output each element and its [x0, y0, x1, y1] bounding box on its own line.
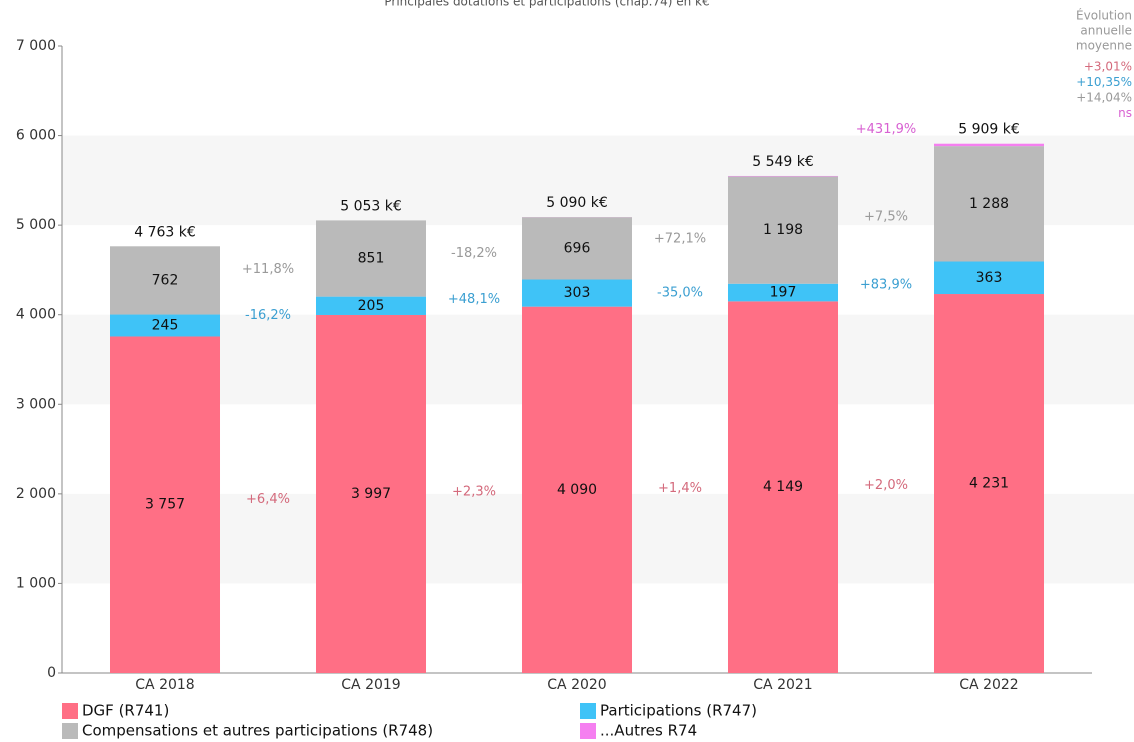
bar-segment	[933, 143, 1045, 147]
x-tick-label: CA 2018	[135, 677, 194, 693]
data-label: 696	[564, 240, 591, 256]
growth-label: +7,5%	[864, 209, 908, 224]
y-tick-label: 1 000	[16, 575, 56, 591]
bar-segment	[315, 220, 427, 297]
data-label: 3 997	[351, 486, 391, 502]
bar-segment	[521, 306, 633, 673]
average-growth: +3,01%	[1084, 60, 1132, 74]
chart-title: Principales dotations et participations …	[384, 0, 709, 9]
growth-label: -16,2%	[245, 308, 291, 323]
bar-segment	[315, 314, 427, 673]
bar-segment	[521, 217, 633, 280]
total-label: 4 763 k€	[134, 224, 196, 240]
bar-segment	[109, 246, 221, 315]
x-tick-label: CA 2022	[959, 677, 1018, 693]
data-label: 205	[358, 298, 385, 314]
growth-label: +2,3%	[452, 484, 496, 499]
data-label: 1 288	[969, 196, 1009, 212]
bar-segment	[933, 294, 1045, 673]
average-header: annuelle	[1080, 24, 1132, 38]
total-label: 5 549 k€	[752, 154, 814, 170]
growth-label: -35,0%	[657, 285, 703, 300]
growth-label: +431,9%	[856, 122, 916, 137]
x-tick-label: CA 2020	[547, 677, 606, 693]
legend-label: ...Autres R74	[600, 722, 697, 740]
legend-swatch	[62, 703, 78, 719]
average-growth: ns	[1118, 106, 1132, 120]
average-growth: +14,04%	[1076, 91, 1132, 105]
bar-segment	[727, 176, 839, 284]
data-label: 4 149	[763, 479, 803, 495]
growth-label: +2,0%	[864, 478, 908, 493]
y-tick-label: 4 000	[16, 307, 56, 323]
bar-segment	[315, 296, 427, 315]
data-label: 245	[152, 318, 179, 334]
bar-segment	[109, 314, 221, 337]
growth-label: +11,8%	[242, 262, 294, 277]
legend-swatch	[62, 723, 78, 739]
average-header: moyenne	[1076, 39, 1132, 53]
growth-label: +6,4%	[246, 492, 290, 507]
growth-label: +48,1%	[448, 292, 500, 307]
bar-segment	[109, 336, 221, 673]
growth-label: +72,1%	[654, 232, 706, 247]
y-tick-label: 2 000	[16, 486, 56, 502]
y-tick-label: 5 000	[16, 217, 56, 233]
data-label: 3 757	[145, 497, 185, 513]
bar-segment	[727, 283, 839, 302]
data-label: 1 198	[763, 222, 803, 238]
data-label: 851	[358, 251, 385, 267]
y-tick-label: 3 000	[16, 396, 56, 412]
growth-label: +83,9%	[860, 278, 912, 293]
bar-segment	[933, 146, 1045, 262]
data-label: 363	[976, 270, 1003, 286]
data-label: 762	[152, 272, 179, 288]
data-label: 4 090	[557, 482, 597, 498]
total-label: 5 090 k€	[546, 195, 608, 211]
data-label: 303	[564, 285, 591, 301]
bar-segment	[521, 279, 633, 307]
bar-segment	[933, 261, 1045, 295]
total-label: 5 053 k€	[340, 198, 402, 214]
legend-label: Compensations et autres participations (…	[82, 722, 433, 740]
y-tick-label: 7 000	[16, 38, 56, 54]
growth-label: +1,4%	[658, 481, 702, 496]
growth-label: -18,2%	[451, 246, 497, 261]
average-growth: +10,35%	[1076, 75, 1132, 89]
x-tick-label: CA 2021	[753, 677, 812, 693]
data-label: 197	[770, 285, 797, 301]
data-label: 4 231	[969, 476, 1009, 492]
legend-swatch	[580, 703, 596, 719]
x-tick-label: CA 2019	[341, 677, 400, 693]
bar-segment	[727, 301, 839, 673]
y-tick-label: 6 000	[16, 128, 56, 144]
average-header: Évolution	[1076, 8, 1132, 23]
total-label: 5 909 k€	[958, 122, 1020, 138]
y-tick-label: 0	[47, 665, 56, 681]
legend-swatch	[580, 723, 596, 739]
legend-label: DGF (R741)	[82, 702, 169, 720]
legend-label: Participations (R747)	[600, 702, 757, 720]
